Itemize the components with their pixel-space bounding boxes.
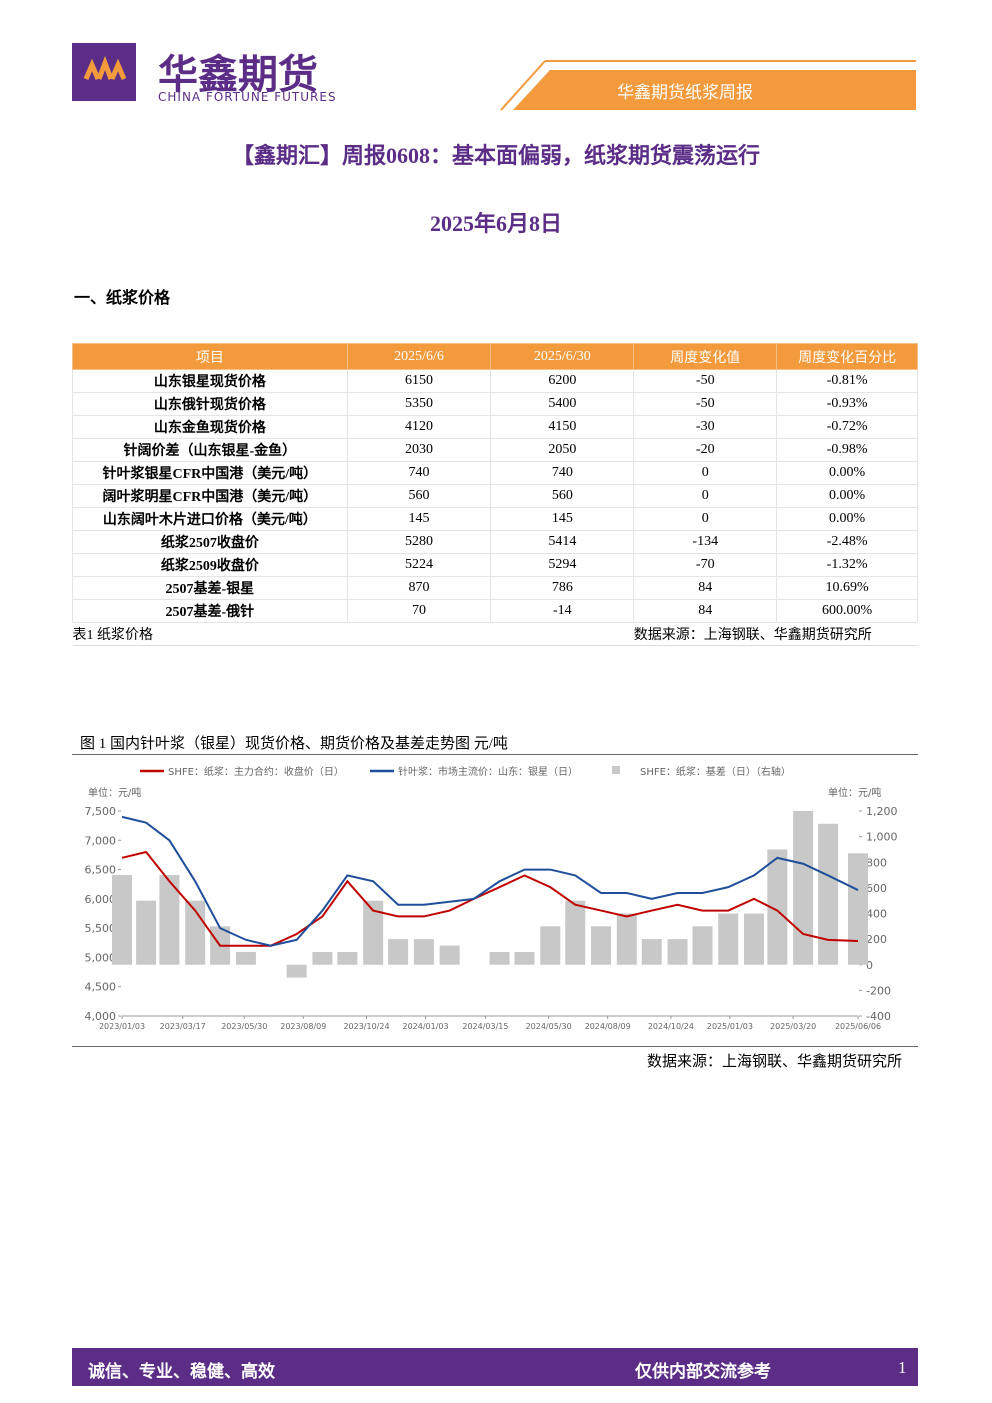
figure-source: 数据来源：上海钢联、华鑫期货研究所: [646, 1054, 902, 1070]
table-cell: 针叶浆银星CFR中国港（美元/吨）: [72, 461, 348, 485]
table-cell: 0.00%: [776, 484, 918, 508]
table-cell: 6150: [346, 369, 492, 393]
table-cell: 山东阔叶木片进口价格（美元/吨）: [72, 507, 348, 531]
table-cell: 2507基差-俄针: [72, 599, 348, 623]
table-cell: -1.32%: [776, 553, 918, 577]
table-header-cell: 项目: [72, 343, 348, 370]
footer-note: 仅供内部交流参考: [635, 1362, 771, 1381]
table-cell: 0.00%: [776, 461, 918, 485]
table-header-cell: 周度变化值: [633, 343, 778, 370]
table-cell: 阔叶浆明星CFR中国港（美元/吨）: [72, 484, 348, 508]
logo-en: CHINA FORTUNE FUTURES: [158, 90, 337, 104]
table-cell: 0.00%: [776, 507, 918, 531]
table-cell: -2.48%: [776, 530, 918, 554]
table-header-cell: 周度变化百分比: [776, 343, 918, 370]
table-cell: 740: [490, 461, 635, 485]
table-cell: 0: [633, 461, 778, 485]
table-cell: 4150: [490, 415, 635, 439]
table-cell: 84: [633, 599, 778, 623]
figure-caption: 图 1 国内针叶浆（银星）现货价格、期货价格及基差走势图 元/吨: [80, 736, 508, 752]
table-header-row: 项目 2025/6/6 2025/6/30 周度变化值 周度变化百分比: [72, 343, 918, 370]
table-cell: -14: [490, 599, 635, 623]
table-cell: 山东银星现货价格: [72, 369, 348, 393]
table-cell: 山东俄针现货价格: [72, 392, 348, 416]
table-source: 数据来源：上海钢联、华鑫期货研究所: [633, 622, 918, 646]
table-cell: 10.69%: [776, 576, 918, 600]
table-cell: 5294: [490, 553, 635, 577]
table-cell: -134: [633, 530, 778, 554]
report-name: 华鑫期货纸浆周报: [617, 83, 753, 102]
logo-icon: [72, 43, 136, 101]
table-cell: 2507基差-银星: [72, 576, 348, 600]
price-table: 项目 2025/6/6 2025/6/30 周度变化值 周度变化百分比 山东银星现货价格 6…: [72, 343, 918, 646]
table-row: 山东阔叶木片进口价格（美元/吨） 145 145 0 0.00%: [72, 507, 918, 531]
table-cell: 786: [490, 576, 635, 600]
table-cell: 5400: [490, 392, 635, 416]
table-cell: 560: [490, 484, 635, 508]
table-row: 针叶浆银星CFR中国港（美元/吨） 740 740 0 0.00%: [72, 461, 918, 485]
table-cell: 纸浆2507收盘价: [72, 530, 348, 554]
table-cell: 560: [346, 484, 492, 508]
table-cell: 纸浆2509收盘价: [72, 553, 348, 577]
footer-band: [72, 1348, 918, 1386]
table-cell: 5414: [490, 530, 635, 554]
table-cell: 145: [346, 507, 492, 531]
table-cell: 870: [346, 576, 492, 600]
table-cell: -50: [633, 392, 778, 416]
figure-frame: [72, 754, 918, 1047]
table-cell: -30: [633, 415, 778, 439]
table-cell: 145: [490, 507, 635, 531]
table-row: 山东俄针现货价格 5350 5400 -50 -0.93%: [72, 392, 918, 416]
table-cell: -0.72%: [776, 415, 918, 439]
table-cell: 5350: [346, 392, 492, 416]
table-header-cell: 2025/6/30: [490, 343, 635, 370]
table-cell: 5280: [346, 530, 492, 554]
table-row: 2507基差-银星 870 786 84 10.69%: [72, 576, 918, 600]
date: 2025年6月8日: [429, 211, 562, 236]
table-cell: 6200: [490, 369, 635, 393]
table-footer-row: 表1 纸浆价格 数据来源：上海钢联、华鑫期货研究所: [72, 622, 918, 646]
table-cell: 4120: [346, 415, 492, 439]
table-cell: -20: [633, 438, 778, 462]
table-row: 山东金鱼现货价格 4120 4150 -30 -0.72%: [72, 415, 918, 439]
table-cell: -50: [633, 369, 778, 393]
table-cell: 740: [346, 461, 492, 485]
table-cell: 84: [633, 576, 778, 600]
table-cell: 2050: [490, 438, 635, 462]
title: 【鑫期汇】周报0608：基本面偏弱，纸浆期货震荡运行: [231, 143, 760, 168]
table-cell: -0.81%: [776, 369, 918, 393]
section-heading: 一、纸浆价格: [74, 290, 171, 307]
footer-slogan: 诚信、专业、稳健、高效: [88, 1362, 275, 1381]
table-row: 山东银星现货价格 6150 6200 -50 -0.81%: [72, 369, 918, 393]
logo-cn: 华鑫期货: [158, 52, 318, 98]
table-cell: 70: [346, 599, 492, 623]
header-band: [500, 60, 916, 111]
table-row: 纸浆2509收盘价 5224 5294 -70 -1.32%: [72, 553, 918, 577]
page-number: 1: [898, 1358, 907, 1377]
table-row: 2507基差-俄针 70 -14 84 600.00%: [72, 599, 918, 623]
table-cell: 0: [633, 484, 778, 508]
table-caption: 表1 纸浆价格: [72, 622, 634, 646]
table-cell: 0: [633, 507, 778, 531]
table-cell: 山东金鱼现货价格: [72, 415, 348, 439]
table-cell: -0.98%: [776, 438, 918, 462]
table-header-cell: 2025/6/6: [346, 343, 492, 370]
table-cell: 600.00%: [776, 599, 918, 623]
table-cell: -0.93%: [776, 392, 918, 416]
table-row: 针阔价差（山东银星-金鱼） 2030 2050 -20 -0.98%: [72, 438, 918, 462]
table-cell: 5224: [346, 553, 492, 577]
table-cell: 2030: [346, 438, 492, 462]
table-row: 阔叶浆明星CFR中国港（美元/吨） 560 560 0 0.00%: [72, 484, 918, 508]
table-cell: 针阔价差（山东银星-金鱼）: [72, 438, 348, 462]
table-cell: -70: [633, 553, 778, 577]
table-row: 纸浆2507收盘价 5280 5414 -134 -2.48%: [72, 530, 918, 554]
